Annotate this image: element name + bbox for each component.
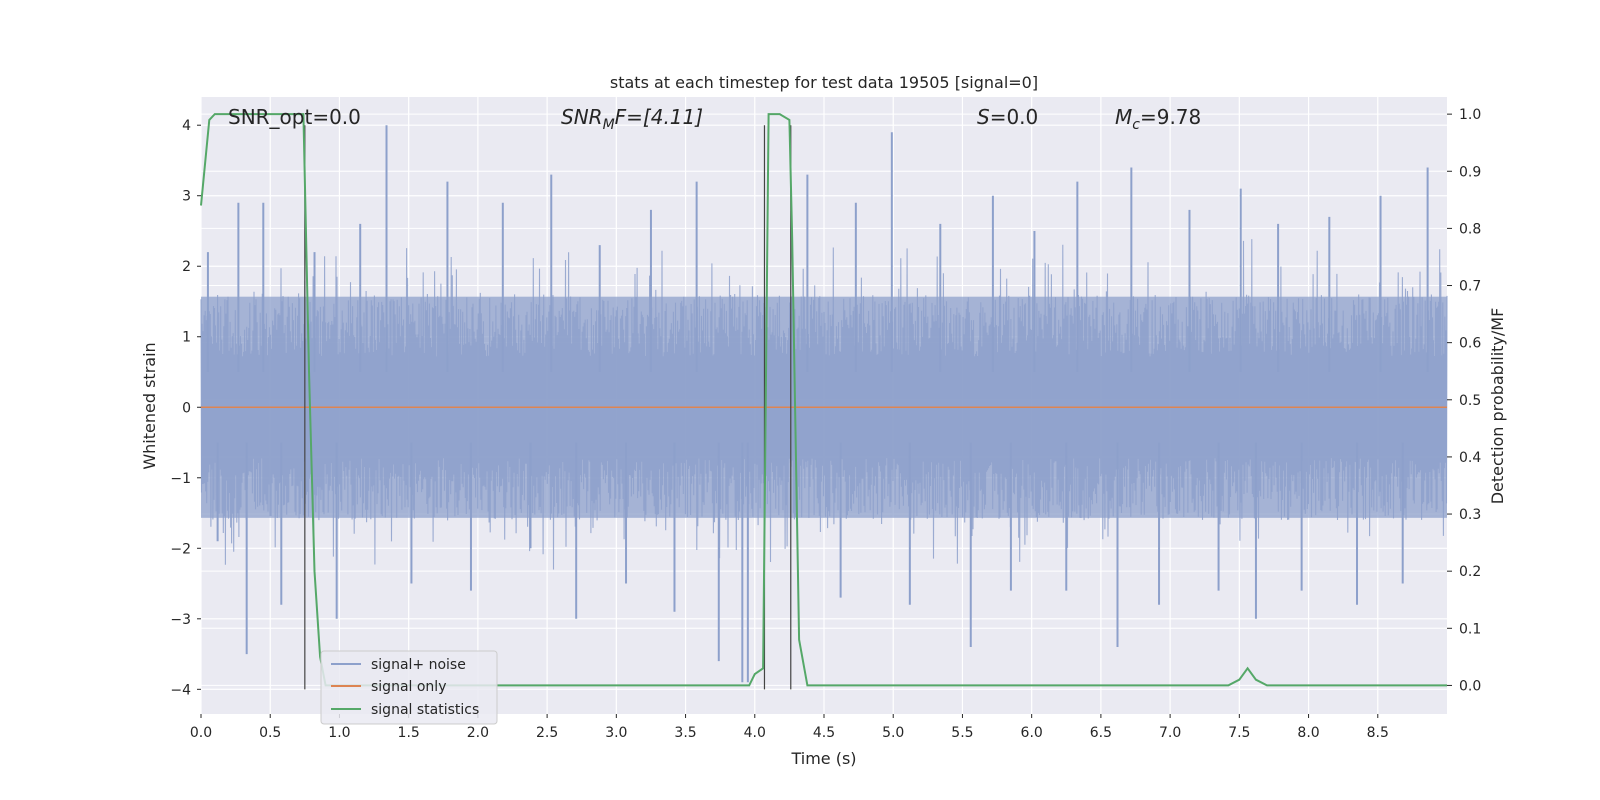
y-axis-left: −4 −3 −2 −1 0 1 2 3 4 (170, 118, 201, 698)
y-axis-title: Whitened strain (140, 342, 159, 469)
y2-tick-label: 0.4 (1459, 450, 1481, 466)
legend-box (320, 650, 498, 725)
x-tick-label: 4.0 (744, 725, 766, 741)
legend-label-stats: signal statistics (371, 702, 479, 718)
y2-tick-label: 0.1 (1459, 621, 1481, 637)
y2-tick-label: 0.9 (1459, 164, 1481, 180)
x-tick-label: 3.5 (674, 725, 696, 741)
x-tick-label: 5.0 (882, 725, 904, 741)
y-tick-label: −1 (170, 471, 191, 487)
y2-tick-label: 0.6 (1459, 336, 1481, 352)
x-tick-label: 8.0 (1297, 725, 1319, 741)
y2-axis-title: Detection probability/MF (1488, 308, 1507, 505)
y2-tick-label: 0.2 (1459, 564, 1481, 580)
y-tick-label: 1 (182, 330, 191, 346)
x-tick-label: 2.5 (536, 725, 558, 741)
y-tick-label: −3 (170, 612, 191, 628)
x-axis-title: Time (s) (790, 749, 856, 768)
y-tick-label: −2 (170, 541, 191, 557)
y2-tick-label: 0.7 (1459, 279, 1481, 295)
x-tick-label: 0.5 (259, 725, 281, 741)
x-tick-label: 0.0 (190, 725, 212, 741)
y2-tick-label: 1.0 (1459, 107, 1481, 123)
y-tick-label: −4 (170, 682, 191, 698)
legend: signal+ noise signal only signal statist… (320, 650, 498, 725)
y2-tick-label: 0.0 (1459, 678, 1481, 694)
y-tick-label: 4 (182, 118, 191, 134)
y-tick-label: 0 (182, 400, 191, 416)
x-tick-label: 2.0 (467, 725, 489, 741)
x-tick-label: 3.0 (605, 725, 627, 741)
x-tick-label: 1.0 (328, 725, 350, 741)
x-tick-label: 1.5 (398, 725, 420, 741)
y-tick-label: 2 (182, 259, 191, 275)
annotation-snr-opt: SNR_opt=0.0 (228, 105, 361, 129)
legend-label-noise: signal+ noise (371, 657, 466, 673)
y-tick-label: 3 (182, 189, 191, 205)
annotation-mc: Mc=9.78 (1115, 105, 1201, 133)
chart-title: stats at each timestep for test data 195… (610, 73, 1038, 92)
x-tick-label: 5.5 (951, 725, 973, 741)
y-axis-right: 0.0 0.1 0.2 0.3 0.4 0.5 0.6 0.7 0.8 0.9 1.0 (1447, 107, 1481, 694)
y2-tick-label: 0.3 (1459, 507, 1481, 523)
x-tick-label: 6.0 (1021, 725, 1043, 741)
signal-statistics-line (200, 113, 1447, 687)
x-tick-label: 6.5 (1090, 725, 1112, 741)
x-tick-label: 7.0 (1159, 725, 1181, 741)
x-axis: 0.0 0.5 1.0 1.5 2.0 2.5 3.0 3.5 4.0 4.5 5.0 5.5 6.0 6… (190, 714, 1389, 741)
annotation-s: S=0.0 (977, 105, 1038, 129)
x-tick-label: 7.5 (1228, 725, 1250, 741)
annotation-snr-mf: SNRMF=[4.11] (561, 105, 703, 133)
x-tick-label: 8.5 (1367, 725, 1389, 741)
x-tick-label: 4.5 (813, 725, 835, 741)
y2-tick-label: 0.5 (1459, 393, 1481, 409)
legend-label-signal: signal only (371, 679, 446, 695)
y2-tick-label: 0.8 (1459, 221, 1481, 237)
signal-statistics-series (200, 113, 1447, 687)
